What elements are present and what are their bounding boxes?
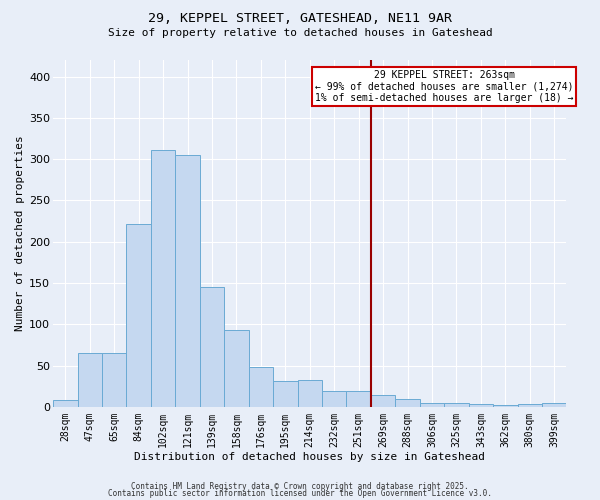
Bar	[469, 404, 493, 407]
Bar	[77, 353, 102, 407]
Bar	[298, 380, 322, 407]
Bar	[518, 404, 542, 407]
Bar	[322, 391, 346, 407]
Bar	[127, 224, 151, 407]
Bar	[248, 367, 273, 407]
Bar	[102, 353, 127, 407]
Bar	[224, 330, 248, 407]
X-axis label: Distribution of detached houses by size in Gateshead: Distribution of detached houses by size …	[134, 452, 485, 462]
Text: 29, KEPPEL STREET, GATESHEAD, NE11 9AR: 29, KEPPEL STREET, GATESHEAD, NE11 9AR	[148, 12, 452, 26]
Y-axis label: Number of detached properties: Number of detached properties	[15, 136, 25, 332]
Text: Contains public sector information licensed under the Open Government Licence v3: Contains public sector information licen…	[108, 490, 492, 498]
Bar	[493, 405, 518, 407]
Bar	[346, 391, 371, 407]
Bar	[420, 402, 444, 407]
Bar	[200, 287, 224, 407]
Bar	[175, 155, 200, 407]
Bar	[371, 396, 395, 407]
Bar	[151, 150, 175, 407]
Bar	[53, 400, 77, 407]
Bar	[444, 402, 469, 407]
Text: Contains HM Land Registry data © Crown copyright and database right 2025.: Contains HM Land Registry data © Crown c…	[131, 482, 469, 491]
Bar	[542, 402, 566, 407]
Text: 29 KEPPEL STREET: 263sqm
← 99% of detached houses are smaller (1,274)
1% of semi: 29 KEPPEL STREET: 263sqm ← 99% of detach…	[315, 70, 574, 103]
Bar	[273, 381, 298, 407]
Text: Size of property relative to detached houses in Gateshead: Size of property relative to detached ho…	[107, 28, 493, 38]
Bar	[395, 398, 420, 407]
